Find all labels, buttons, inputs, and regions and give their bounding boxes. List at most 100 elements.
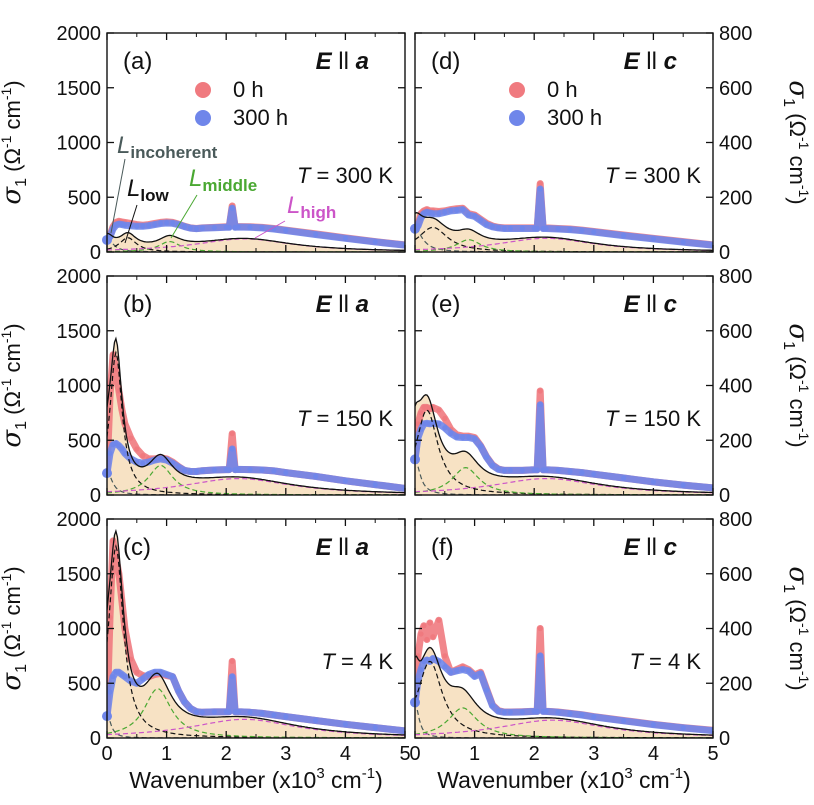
y-tick-label: 0 <box>719 242 730 264</box>
polarization-label: E ll c <box>624 291 677 318</box>
data-point-300h <box>534 225 540 232</box>
data-point-300h <box>259 225 265 231</box>
data-point-300h <box>501 467 507 473</box>
xlabel-main: Wavenumber (x10 <box>437 767 624 793</box>
y-axis-label: σ1 (Ω-1 cm-1) <box>780 323 813 447</box>
y-axis-label: σ1 (Ω-1 cm-1) <box>0 80 30 204</box>
ylabel-cm: cm <box>0 343 25 378</box>
y-tick-label: 400 <box>719 619 752 641</box>
data-point-300h <box>442 664 448 670</box>
ylabel-cm: cm <box>785 149 810 184</box>
y-tick-label: 500 <box>68 187 101 209</box>
y-tick-label: 1500 <box>57 564 102 586</box>
data-point-300h <box>372 725 378 731</box>
data-point-300h <box>116 443 122 449</box>
data-point-0h <box>128 435 134 441</box>
data-point-300h <box>466 668 472 674</box>
data-point-300h <box>164 220 170 226</box>
data-point-300h <box>495 225 501 231</box>
pol-e: E <box>316 291 333 318</box>
data-point-300h <box>621 233 627 239</box>
data-point-300h <box>175 464 182 470</box>
y-axis-label: σ1 (Ω-1 cm-1) <box>0 323 30 447</box>
y-axis-label: σ1 (Ω-1 cm-1) <box>780 566 813 690</box>
y-tick-label: 200 <box>719 430 752 452</box>
x-tick-label: 5 <box>707 743 718 765</box>
fit-total-f <box>415 646 713 736</box>
data-point-0h <box>107 614 113 621</box>
data-point-300h <box>235 709 241 715</box>
data-point-300h <box>181 467 188 473</box>
ylabel-sub: 1 <box>780 98 797 107</box>
xlabel-unit-exp: -1 <box>362 765 375 782</box>
data-point-300h <box>489 224 496 230</box>
data-point-300h <box>567 227 573 233</box>
data-point-300h <box>430 211 436 217</box>
data-point-300h <box>507 709 513 715</box>
temp-value: = 150 K <box>618 406 701 431</box>
y-tick-label: 0 <box>719 485 730 507</box>
series-300h-b <box>107 440 405 492</box>
xlabel-main: Wavenumber (x10 <box>129 767 316 793</box>
y-tick-label: 200 <box>719 673 752 695</box>
panel-label: (e) <box>431 291 460 318</box>
data-point-300h <box>436 211 442 217</box>
data-point-300h <box>478 671 484 677</box>
data-point-300h <box>164 671 170 678</box>
y-tick-label: 400 <box>719 133 752 155</box>
data-point-300h <box>430 420 436 426</box>
pol-sep: ll <box>640 48 664 75</box>
data-point-300h <box>442 425 448 431</box>
data-point-300h <box>448 669 454 675</box>
x-tick-label: 4 <box>340 743 351 765</box>
legend-label: 300 h <box>547 105 602 130</box>
y-tick-label: 0 <box>90 485 101 507</box>
data-point-300h <box>107 450 113 456</box>
data-point-300h <box>271 712 277 718</box>
ylabel-close: ) <box>785 683 810 690</box>
y-axis-label: σ1 (Ω-1 cm-1) <box>0 566 30 690</box>
ylabel-open: (Ω <box>0 148 25 178</box>
leader-high <box>254 220 286 239</box>
data-point-300h <box>442 209 448 215</box>
data-point-300h <box>621 475 627 481</box>
y-tick-label: 600 <box>719 321 752 343</box>
ylabel-exp1: -1 <box>0 378 14 391</box>
xlabel-exp: 3 <box>316 765 324 782</box>
data-point-300h <box>158 220 164 227</box>
data-point-300h <box>199 709 205 715</box>
data-point-0h <box>537 181 543 187</box>
data-point-300h <box>140 676 146 682</box>
data-point-300h <box>193 709 199 715</box>
data-point-0h <box>113 366 119 372</box>
fit-area-e <box>415 394 713 495</box>
data-point-300h <box>342 235 348 241</box>
data-point-300h <box>579 712 585 718</box>
data-point-300h <box>283 227 289 234</box>
data-point-300h <box>567 711 573 717</box>
data-point-300h <box>472 213 478 219</box>
data-point-300h <box>495 466 501 472</box>
fit-total-c <box>107 528 405 736</box>
polarization-label: E ll c <box>624 48 677 75</box>
label-l: L <box>117 132 130 159</box>
y-tick-label: 1500 <box>57 321 102 343</box>
ylabel-exp1: -1 <box>796 137 812 150</box>
data-point-300h <box>259 710 265 717</box>
ylabel-sub: 1 <box>13 178 30 187</box>
y-tick-label: 600 <box>719 78 752 100</box>
legend-marker-300h <box>195 110 211 126</box>
ylabel-open: (Ω <box>0 634 25 664</box>
data-point-300h <box>122 674 128 680</box>
data-point-300h <box>478 443 484 449</box>
plot-area-c <box>107 528 405 738</box>
data-point-300h <box>415 677 421 684</box>
data-point-300h <box>181 224 188 230</box>
data-point-300h <box>543 708 549 715</box>
data-point-300h <box>680 725 686 731</box>
ylabel-exp1: -1 <box>796 380 812 393</box>
label-sub: middle <box>202 176 257 195</box>
